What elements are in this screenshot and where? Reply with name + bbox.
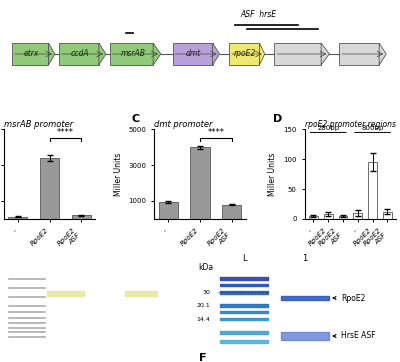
FancyBboxPatch shape — [274, 43, 321, 65]
Bar — [309, 216, 318, 219]
Text: msrAB promoter: msrAB promoter — [4, 120, 73, 129]
Polygon shape — [48, 43, 55, 65]
Polygon shape — [99, 43, 106, 65]
Text: L: L — [24, 254, 29, 263]
Y-axis label: Miller Units: Miller Units — [114, 152, 122, 196]
FancyBboxPatch shape — [230, 43, 259, 65]
Polygon shape — [153, 43, 161, 65]
FancyBboxPatch shape — [110, 43, 153, 65]
Bar — [338, 216, 348, 219]
FancyBboxPatch shape — [339, 43, 379, 65]
Text: 20.1: 20.1 — [197, 303, 211, 308]
Bar — [40, 158, 59, 219]
Bar — [383, 212, 392, 219]
Polygon shape — [321, 43, 329, 65]
Text: 14.4: 14.4 — [197, 316, 211, 321]
Text: ASF  hrsE: ASF hrsE — [241, 10, 277, 19]
Text: C: C — [132, 114, 140, 124]
Bar — [353, 213, 362, 219]
Text: 1: 1 — [302, 254, 308, 263]
Text: 800bp: 800bp — [362, 125, 384, 131]
FancyBboxPatch shape — [172, 43, 212, 65]
Bar — [190, 147, 210, 219]
Text: F: F — [199, 353, 206, 362]
Text: etrx: etrx — [24, 50, 39, 59]
Bar — [222, 205, 242, 219]
Bar — [324, 214, 333, 219]
Polygon shape — [212, 43, 220, 65]
Text: rpoE2: rpoE2 — [234, 50, 256, 59]
Text: dmt: dmt — [186, 50, 201, 59]
Y-axis label: Miller Units: Miller Units — [268, 152, 278, 196]
Text: RpoE2: RpoE2 — [333, 294, 366, 303]
Text: ****: **** — [57, 129, 74, 138]
Text: 2: 2 — [102, 254, 107, 263]
Bar — [368, 162, 377, 219]
Polygon shape — [259, 43, 265, 65]
Text: ****: **** — [208, 129, 224, 138]
Text: D: D — [273, 114, 282, 124]
FancyBboxPatch shape — [12, 43, 48, 65]
Bar — [8, 216, 27, 219]
Text: 30: 30 — [203, 290, 211, 295]
Text: 280bp: 280bp — [317, 125, 339, 131]
Text: HrsE ASF: HrsE ASF — [333, 332, 376, 341]
Text: msrAB: msrAB — [120, 50, 145, 59]
Text: 1: 1 — [63, 254, 68, 263]
Text: dmt promoter: dmt promoter — [154, 120, 213, 129]
Polygon shape — [379, 43, 386, 65]
Bar — [72, 215, 91, 219]
FancyBboxPatch shape — [59, 43, 99, 65]
Bar — [158, 202, 178, 219]
Text: 3: 3 — [140, 254, 146, 263]
Text: L: L — [242, 254, 246, 263]
Text: kDa: kDa — [198, 263, 214, 272]
Text: rpoE2 promoter regions: rpoE2 promoter regions — [305, 120, 396, 129]
Text: ccdA: ccdA — [71, 50, 89, 59]
